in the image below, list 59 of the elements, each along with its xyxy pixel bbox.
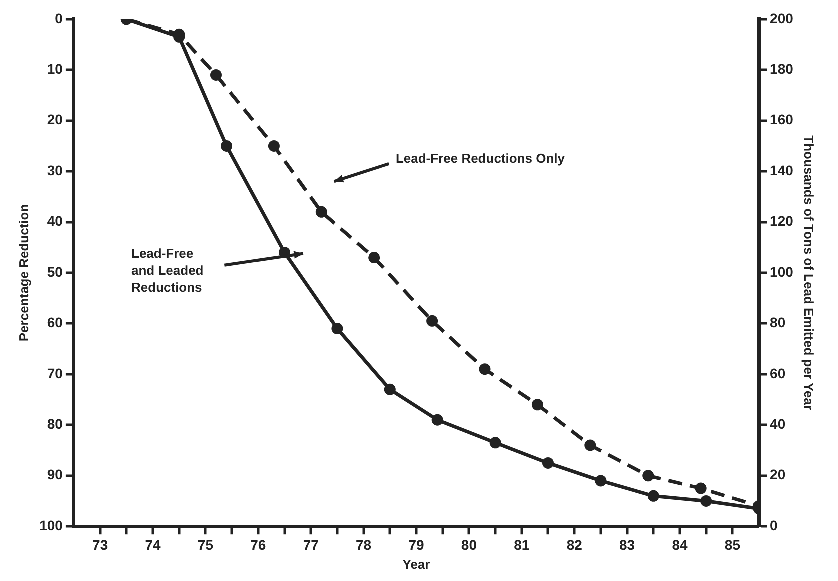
y-tick-label: 20 [47,112,64,128]
y2-tick-label: 100 [770,264,794,280]
y-tick-label: 30 [47,162,64,178]
x-tick-label: 83 [620,536,636,553]
point [532,399,544,411]
y2-tick-label: 200 [770,10,794,26]
point [648,490,660,502]
x-tick-label: 78 [356,536,372,553]
x-tick-label: 80 [461,536,478,553]
y2-tick-label: 80 [770,314,786,331]
x-tick-label: 85 [724,536,741,553]
y2-axis-title: Thousands of Tons of Lead Emitted per Year [802,136,817,410]
point [490,437,502,449]
annotation: Lead-Free and Leaded Reductions [132,246,204,295]
point [584,440,596,452]
y-tick-label: 0 [55,10,64,26]
y-axis-title: Percentage Reduction [16,204,32,342]
point [432,414,444,426]
point [368,252,380,264]
y-tick-label: 60 [47,314,64,331]
y-tick-label: 70 [47,365,64,382]
y-tick-label: 50 [47,264,64,280]
y2-tick-label: 20 [770,466,786,483]
point [642,470,654,482]
point [595,475,607,487]
point [221,140,233,152]
point [700,495,712,507]
x-tick-label: 81 [514,536,530,553]
point [384,384,396,396]
y2-tick-label: 40 [770,416,786,432]
y2-tick-label: 140 [770,162,794,178]
y2-tick-label: 0 [770,517,778,534]
x-axis-title: Year [402,556,430,572]
x-tick-label: 75 [198,536,214,553]
y2-tick-label: 120 [770,213,794,230]
x-tick-label: 84 [672,536,688,553]
y-tick-label: 10 [47,60,64,77]
y2-tick-label: 180 [770,60,794,77]
point [426,315,438,327]
y-tick-label: 90 [47,466,64,483]
x-tick-label: 74 [145,536,162,553]
annotation: Lead-Free Reductions Only [396,150,566,166]
point [695,482,707,494]
y-tick-label: 40 [47,213,64,230]
y-tick-label: 80 [47,416,64,432]
y2-tick-label: 60 [770,365,786,382]
point [332,323,344,335]
y-tick-label: 100 [40,517,64,534]
x-tick-label: 77 [303,536,320,553]
y2-tick-label: 160 [770,112,794,128]
x-tick-label: 76 [250,536,266,553]
point [542,457,554,469]
point [479,364,491,376]
x-tick-label: 82 [566,536,583,553]
x-tick-label: 73 [92,536,108,553]
point [268,140,280,152]
x-tick-label: 79 [408,536,424,553]
point [210,69,222,81]
point [316,206,328,218]
